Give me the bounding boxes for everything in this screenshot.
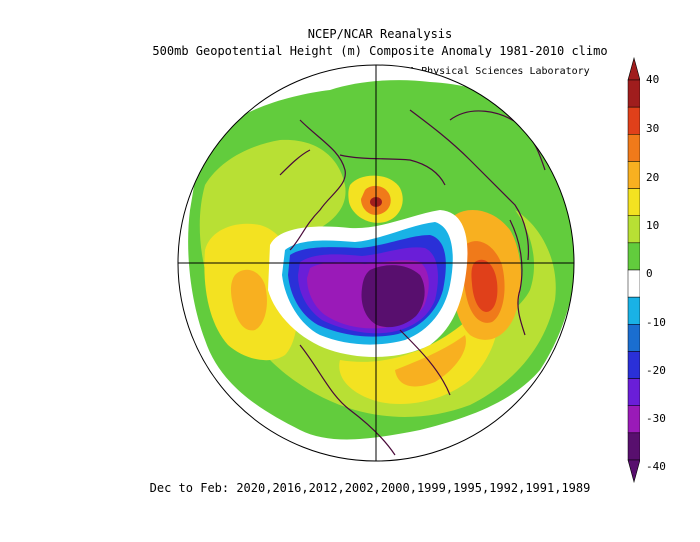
colorbar-tick: -30 (646, 412, 666, 425)
colorbar-tick: 0 (646, 267, 653, 280)
atlantic-core (395, 335, 466, 387)
arctic-core-2 (361, 265, 425, 328)
colorbar-cell (627, 432, 640, 461)
colorbar-cell (627, 242, 640, 271)
europe-core-2 (471, 259, 498, 312)
colorbar-cell (627, 378, 640, 406)
colorbar-tick: -10 (646, 316, 666, 329)
colorbar-cell (627, 215, 640, 244)
colorbar-tick: -20 (646, 364, 666, 377)
colorbar-cell (627, 106, 640, 135)
polar-map (177, 64, 575, 462)
title-line-1: NCEP/NCAR Reanalysis (307, 27, 453, 41)
colorbar-max-arrow (627, 56, 640, 81)
atlantic-positive-anomaly (339, 290, 499, 404)
colorbar-cell (627, 351, 640, 379)
colorbar-cell (627, 134, 640, 162)
colorbar-tick: 30 (646, 122, 660, 135)
colorbar-tick: 40 (646, 73, 660, 86)
colorbar-cell (627, 324, 640, 352)
coastlines (279, 109, 546, 456)
credit-label: NOAA Physical Sciences Laboratory (391, 66, 590, 77)
anomaly-field (178, 65, 574, 461)
colorbar-cell (627, 296, 640, 325)
colorbar-cell (627, 269, 640, 298)
title-line-2: 500mb Geopotential Height (m) Composite … (152, 44, 608, 58)
colorbar-tick: -40 (646, 460, 666, 473)
colorbar-cell (627, 161, 640, 189)
pacific-core (230, 269, 267, 331)
colorbar-min-arrow (627, 459, 640, 484)
colorbar-cell (627, 188, 640, 216)
colorbar-cell (627, 79, 640, 108)
colorbar (627, 56, 640, 484)
footer-seasons: Dec to Feb: 2020,2016,2012,2002,2000,199… (149, 481, 591, 495)
colorbar-cell (627, 405, 640, 434)
colorbar-tick: 10 (646, 219, 660, 232)
colorbar-tick: 20 (646, 171, 660, 184)
